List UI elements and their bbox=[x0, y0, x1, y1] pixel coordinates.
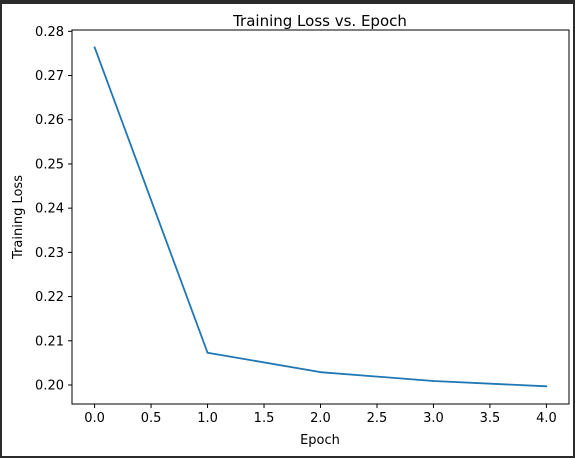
y-tick-label: 0.28 bbox=[35, 25, 64, 40]
series-layer bbox=[93, 46, 548, 388]
x-axis: 0.0 0.5 1.0 1.5 2.0 2.5 3.0 3.5 4.0 bbox=[84, 404, 557, 426]
x-axis-label: Epoch bbox=[300, 433, 340, 448]
chart-title: Training Loss vs. Epoch bbox=[232, 12, 407, 30]
y-axis-label: Training Loss bbox=[11, 175, 26, 260]
y-tick-label: 0.25 bbox=[35, 157, 64, 172]
window-top-bar bbox=[0, 0, 575, 4]
x-tick-label: 4.0 bbox=[536, 411, 557, 426]
window-border-left bbox=[0, 0, 2, 458]
x-tick-label: 2.0 bbox=[310, 411, 331, 426]
x-tick-label: 1.0 bbox=[197, 411, 218, 426]
data-point bbox=[319, 371, 322, 374]
data-point bbox=[93, 46, 96, 49]
x-tick-label: 3.0 bbox=[423, 411, 444, 426]
x-tick-label: 0.5 bbox=[141, 411, 162, 426]
x-tick-label: 0.0 bbox=[84, 411, 105, 426]
window-border-bottom bbox=[0, 456, 575, 458]
y-tick-label: 0.26 bbox=[35, 113, 64, 128]
y-tick-label: 0.22 bbox=[35, 290, 64, 305]
data-point bbox=[432, 380, 435, 382]
x-tick-label: 1.5 bbox=[254, 411, 275, 426]
data-point bbox=[206, 351, 209, 354]
x-tick-label: 2.5 bbox=[367, 411, 388, 426]
data-point bbox=[545, 385, 548, 388]
plot-area bbox=[71, 29, 570, 405]
y-tick-label: 0.27 bbox=[35, 69, 64, 84]
y-tick-label: 0.23 bbox=[35, 246, 64, 261]
y-tick-label: 0.20 bbox=[35, 378, 64, 393]
window-border-right bbox=[573, 0, 575, 458]
series-line-0 bbox=[93, 46, 547, 388]
y-tick-label: 0.24 bbox=[35, 202, 64, 217]
x-tick-label: 3.5 bbox=[480, 411, 501, 426]
y-axis: 0.20 0.21 0.22 0.23 0.24 0.25 0.26 0.27 0.28 bbox=[35, 25, 72, 393]
y-tick-label: 0.21 bbox=[35, 334, 64, 349]
